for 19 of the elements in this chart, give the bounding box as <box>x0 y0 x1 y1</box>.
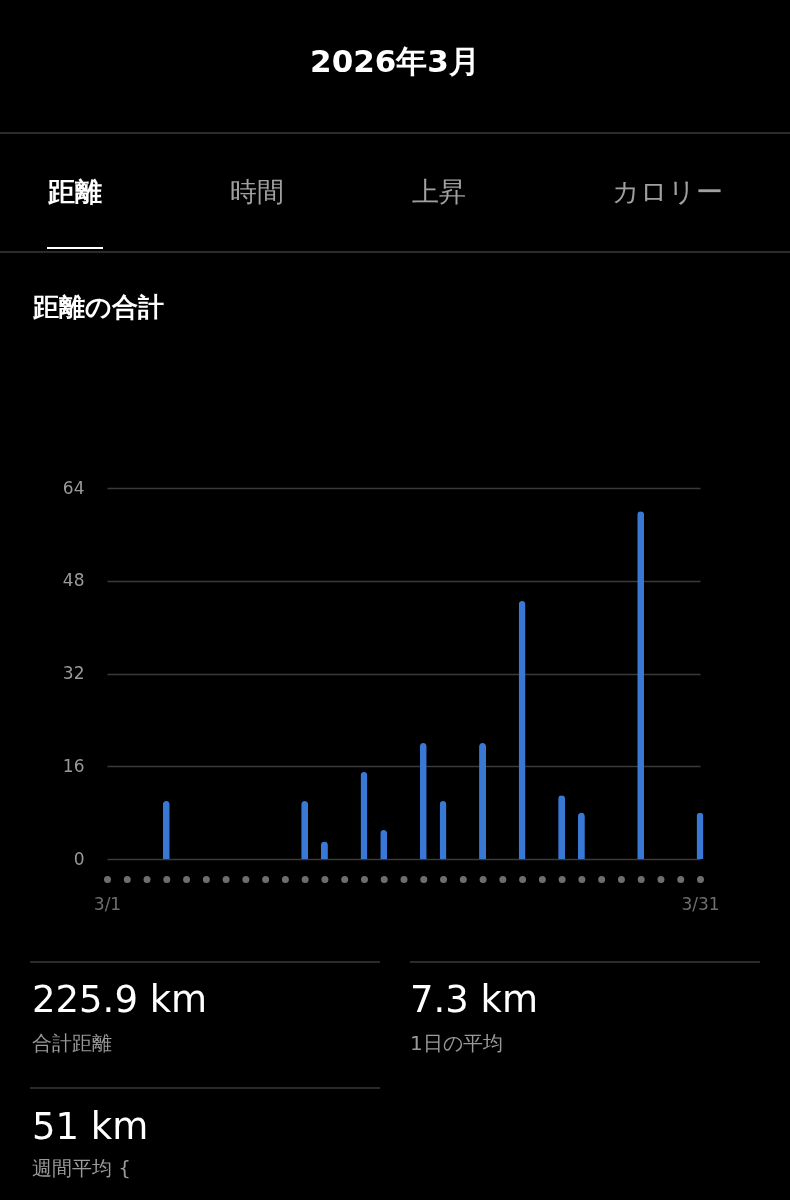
text: 51 km <box>32 1105 149 1148</box>
y-tick-label: 48 <box>62 570 85 591</box>
x-tick-label: 3/31 <box>681 893 720 914</box>
text: 時間 <box>230 176 284 207</box>
y-tick-label: 32 <box>62 663 85 683</box>
y-tick-label: 0 <box>73 848 85 869</box>
y-tick-label: 16 <box>62 755 85 776</box>
chart-subtitle: 距離の合計 <box>32 292 164 322</box>
text: 合計距離 <box>32 1031 112 1055</box>
text: 7.3 km <box>410 978 539 1021</box>
chart-title: 2026年3月 <box>310 43 480 79</box>
x-tick-label: 3/1 <box>93 893 122 914</box>
text: 225.9 km <box>32 978 208 1021</box>
text: 週間平均 { <box>32 1156 132 1180</box>
text: 距離 <box>47 176 102 207</box>
text: カロリー <box>611 176 723 207</box>
text: 1日の平均 <box>410 1031 503 1055</box>
text: 上昇 <box>412 176 466 207</box>
y-tick-label: 64 <box>62 477 85 498</box>
